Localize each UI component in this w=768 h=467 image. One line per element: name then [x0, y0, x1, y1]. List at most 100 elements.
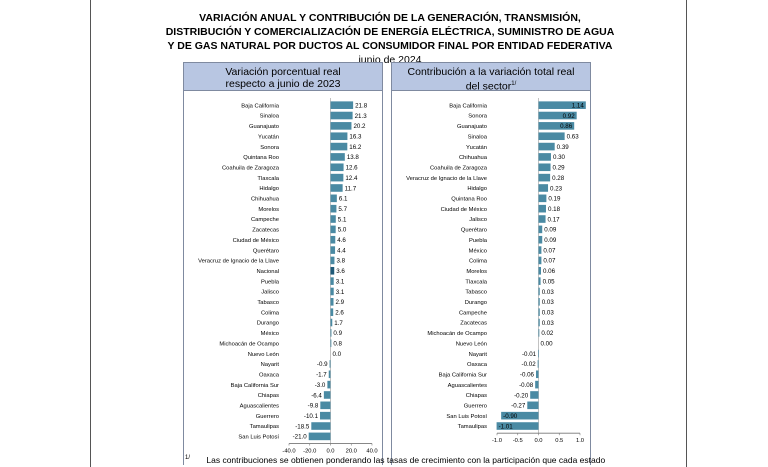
bar-guanajuato: [538, 122, 575, 130]
bar-mexico: [330, 329, 332, 337]
category-label-sinaloa: Sinaloa: [468, 134, 488, 140]
bar-chart-contribution: Baja California 1.14 Sonora 0.92 Guanajuato 0…: [406, 98, 586, 444]
value-label-queretaro: 4.4: [337, 247, 346, 254]
category-label-durango: Durango: [465, 300, 487, 306]
chart-title-line-2: del sector1/: [392, 78, 590, 93]
category-label-nayarit: Nayarit: [261, 362, 280, 368]
bar-puebla: [538, 235, 543, 244]
value-label-chiapas: -0.20: [514, 392, 529, 399]
value-label-zacatecas: 5.0: [338, 227, 347, 234]
value-label-queretaro: 0.09: [544, 227, 557, 234]
bar-veracruz-de-ignacio-de-la-llave: [330, 256, 335, 265]
bar-coahuila-de-zaragoza: [330, 163, 344, 172]
value-label-sinaloa: 21.3: [355, 113, 368, 120]
value-label-colima: 2.6: [335, 309, 344, 316]
page-edge-right: [686, 0, 687, 467]
x-tick-label: -40.0: [282, 449, 295, 455]
value-label-yucatan: 16.3: [349, 134, 362, 141]
category-label-chiapas: Chiapas: [466, 393, 487, 399]
bar-jalisco: [330, 287, 334, 296]
category-label-quintana-roo: Quintana Roo: [451, 197, 487, 203]
bar-chiapas: [323, 391, 331, 399]
category-label-guanajuato: Guanajuato: [249, 124, 279, 130]
value-label-puebla: 0.09: [544, 237, 557, 244]
value-label-sonora: 0.92: [563, 113, 576, 120]
category-label-hidalgo: Hidalgo: [259, 186, 279, 192]
bar-nayarit: [538, 349, 539, 358]
category-label-sonora: Sonora: [260, 145, 279, 151]
value-label-hidalgo: 11.7: [345, 185, 357, 192]
category-label-san-luis-potosi: San Luis Potosí: [238, 435, 279, 441]
category-label-guerrero: Guerrero: [464, 404, 487, 410]
category-label-san-luis-potosi: San Luis Potosí: [446, 414, 487, 420]
value-label-quintana-roo: 13.8: [347, 154, 360, 161]
category-label-coahuila-de-zaragoza: Coahuila de Zaragoza: [430, 165, 488, 171]
bar-hidalgo: [538, 184, 549, 192]
category-label-quintana-roo: Quintana Roo: [243, 155, 279, 161]
bar-coahuila-de-zaragoza: [538, 163, 551, 172]
bar-baja-california-sur: [536, 370, 539, 379]
value-label-tabasco: 2.9: [336, 299, 345, 306]
value-label-chihuahua: 0.30: [553, 154, 566, 161]
bar-guerrero: [527, 401, 539, 410]
report-title: VARIACIÓN ANUAL Y CONTRIBUCIÓN DE LA GEN…: [160, 11, 620, 67]
value-label-guerrero: -10.1: [304, 413, 319, 420]
bar-aguascalientes: [535, 380, 539, 389]
bar-puebla: [330, 277, 334, 285]
value-label-jalisco: 3.1: [336, 289, 345, 296]
bar-yucatan: [538, 142, 555, 151]
value-label-chiapas: -6.4: [311, 392, 322, 399]
value-label-zacatecas: 0.03: [542, 320, 555, 327]
category-label-campeche: Campeche: [251, 217, 279, 223]
footnote-ref: 1/: [511, 81, 517, 87]
category-label-baja-california: Baja California: [241, 103, 279, 109]
chart-title-contribution: Contribución a la variación total real d…: [392, 63, 590, 93]
category-label-chihuahua: Chihuahua: [459, 155, 488, 161]
category-label-puebla: Puebla: [469, 238, 488, 244]
category-label-baja-california-sur: Baja California Sur: [231, 383, 279, 389]
category-label-oaxaca: Oaxaca: [467, 362, 488, 368]
value-label-baja-california: 21.8: [355, 102, 368, 109]
category-label-tamaulipas: Tamaulipas: [458, 424, 487, 430]
chart-panel-contribution: Contribución a la variación total real d…: [391, 62, 591, 465]
category-label-tlaxcala: Tlaxcala: [465, 279, 487, 285]
category-label-nayarit: Nayarit: [469, 352, 488, 358]
bar-ciudad-de-mexico: [538, 204, 546, 213]
category-label-mexico: México: [261, 331, 279, 337]
footnote-text: Las contribuciones se obtienen ponderand…: [206, 455, 606, 465]
bar-queretaro: [330, 246, 336, 254]
category-label-veracruz-de-ignacio-de-la-llave: Veracruz de Ignacio de la Llave: [406, 176, 487, 182]
title-line-3: Y DE GAS NATURAL POR DUCTOS AL CONSUMIDO…: [167, 40, 613, 52]
value-label-durango: 0.03: [542, 299, 555, 306]
x-tick-label: 20.0: [346, 449, 357, 455]
x-tick-label: -0.5: [513, 438, 523, 444]
value-label-ciudad-de-mexico: 0.18: [548, 206, 561, 213]
bar-baja-california: [330, 101, 354, 109]
value-label-san-luis-potosi: -21.0: [293, 434, 308, 441]
value-label-chihuahua: 6.1: [339, 196, 348, 203]
title-line-1: VARIACIÓN ANUAL Y CONTRIBUCIÓN DE LA GEN…: [199, 12, 581, 24]
value-label-nuevo-leon: 0.00: [541, 341, 554, 348]
category-label-baja-california: Baja California: [449, 103, 487, 109]
category-label-tabasco: Tabasco: [257, 300, 279, 306]
category-label-coahuila-de-zaragoza: Coahuila de Zaragoza: [222, 165, 280, 171]
category-label-guanajuato: Guanajuato: [457, 124, 487, 130]
bar-tlaxcala: [538, 277, 541, 285]
value-label-veracruz-de-ignacio-de-la-llave: 0.28: [552, 175, 565, 182]
bar-colima: [538, 256, 542, 265]
value-label-oaxaca: -1.7: [316, 372, 327, 379]
value-label-tabasco: 0.03: [542, 289, 555, 296]
category-label-yucatan: Yucatán: [258, 134, 279, 140]
value-label-quintana-roo: 0.19: [548, 196, 561, 203]
value-label-nuevo-leon: 0.0: [333, 351, 342, 358]
category-label-queretaro: Querétaro: [461, 228, 487, 234]
chart-title-line-1: Contribución a la variación total real: [407, 66, 575, 78]
x-tick-label: 0.0: [326, 449, 334, 455]
bar-sonora: [538, 111, 577, 120]
bar-chart-variation: Baja California 21.8 Sinaloa 21.3 Guanajuato…: [198, 98, 378, 455]
value-label-tamaulipas: -18.5: [295, 423, 310, 430]
category-label-jalisco: Jalisco: [469, 217, 487, 223]
value-label-baja-california-sur: -0.06: [520, 372, 535, 379]
chart-panel-variation: Variación porcentual real respecto a jun…: [183, 62, 383, 465]
chart-title-line-2: respecto a junio de 2023: [225, 78, 341, 90]
